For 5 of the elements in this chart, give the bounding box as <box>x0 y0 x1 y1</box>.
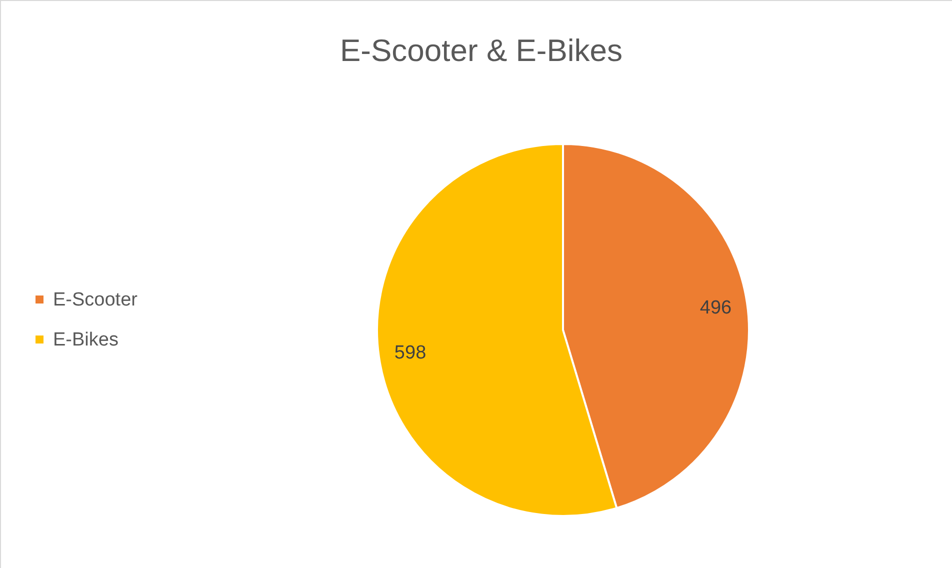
legend-label: E-Bikes <box>53 330 118 350</box>
data-label: 496 <box>700 297 732 318</box>
legend-label: E-Scooter <box>53 290 138 310</box>
data-label: 598 <box>394 342 426 364</box>
chart-title: E-Scooter & E-Bikes <box>340 33 623 68</box>
